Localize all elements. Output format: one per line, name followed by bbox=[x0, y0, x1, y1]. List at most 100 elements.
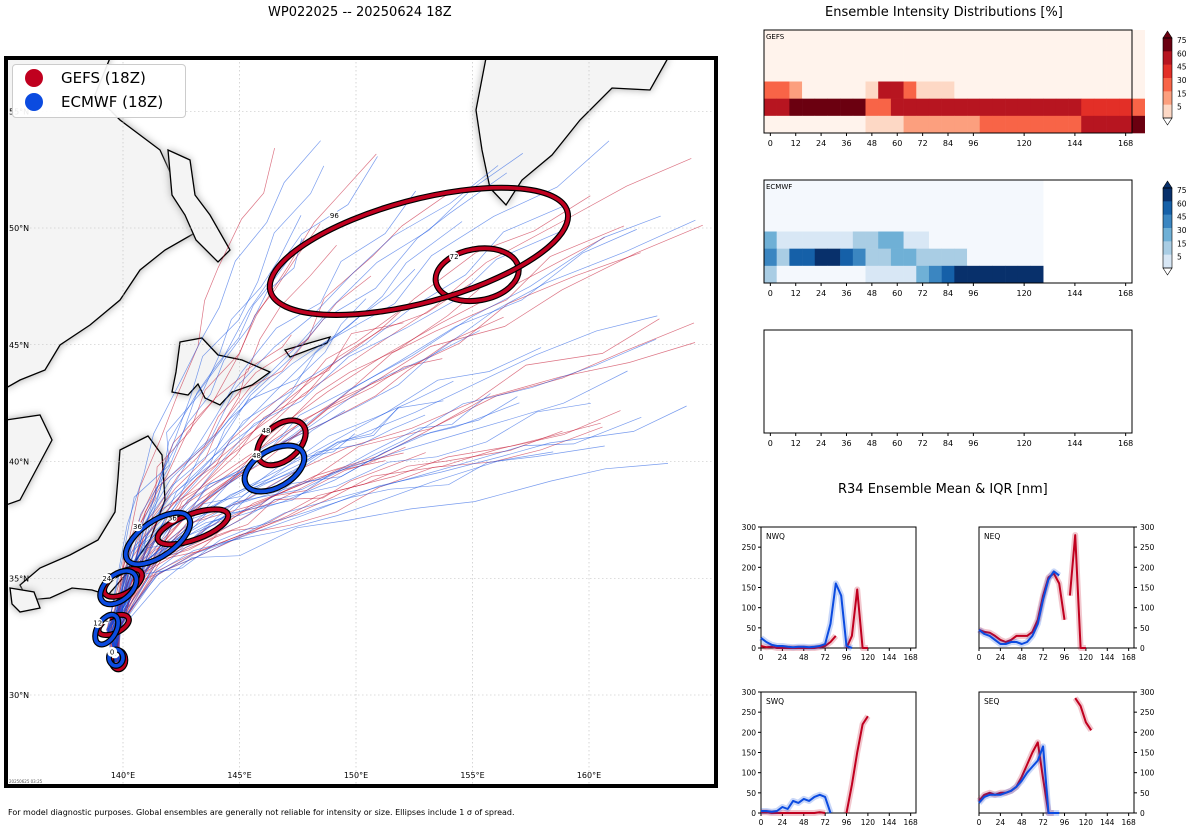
heatmap-cell bbox=[814, 30, 828, 48]
heatmap-x-label: 24 bbox=[816, 439, 826, 448]
heatmap-cell bbox=[840, 180, 854, 198]
heatmap-cell bbox=[814, 197, 828, 215]
heatmap-x-label: 24 bbox=[816, 139, 826, 148]
heatmap-cell bbox=[979, 47, 993, 65]
heatmap-cell bbox=[764, 64, 777, 82]
colorbar-tick-label: 75 bbox=[1177, 186, 1187, 195]
heatmap-cell bbox=[967, 248, 981, 267]
heatmap-cell bbox=[928, 64, 942, 82]
lon-tick-label: 145°E bbox=[227, 771, 251, 780]
ellipse-hour-label: 12 bbox=[93, 620, 102, 628]
heatmap-cell bbox=[941, 81, 955, 99]
gefs-marker-icon bbox=[25, 69, 43, 87]
heatmap-cell bbox=[852, 64, 866, 82]
colorbar-bottom-arrow bbox=[1162, 117, 1173, 126]
r34-x-label: 72 bbox=[1038, 818, 1048, 827]
heatmap-cell bbox=[954, 265, 968, 284]
heatmap-cell bbox=[789, 231, 803, 249]
heatmap-cell bbox=[865, 47, 879, 65]
heatmap-cell bbox=[890, 30, 904, 48]
heatmap-cell bbox=[852, 214, 866, 232]
ellipse-hour-label: 36 bbox=[133, 523, 142, 531]
heatmap-x-label: 24 bbox=[816, 289, 826, 298]
heatmap-cell bbox=[890, 98, 904, 117]
heatmap-cell bbox=[1017, 115, 1031, 134]
colorbar-segment bbox=[1163, 38, 1172, 52]
heatmap-x-label: 60 bbox=[892, 139, 902, 148]
heatmap-x-label: 60 bbox=[892, 439, 902, 448]
heatmap-cell bbox=[802, 115, 816, 134]
heatmap-x-label: 0 bbox=[768, 439, 773, 448]
heatmap-cell bbox=[776, 180, 790, 198]
heatmap-cell bbox=[1043, 64, 1057, 82]
heatmap-cell bbox=[928, 180, 942, 198]
heatmap-cell bbox=[1005, 197, 1019, 215]
heatmap-cell bbox=[776, 248, 790, 267]
r34-y-label: 200 bbox=[742, 728, 757, 737]
heatmap-frame bbox=[763, 329, 1133, 434]
heatmap-cell bbox=[954, 197, 968, 215]
ellipse-label-bg bbox=[92, 618, 103, 629]
r34-x-label: 0 bbox=[977, 653, 982, 662]
heatmap-cell bbox=[1017, 81, 1031, 99]
r34-panel-label: SWQ bbox=[766, 697, 784, 706]
r34-x-label: 96 bbox=[1060, 653, 1070, 662]
colorbar-tick-label: 30 bbox=[1177, 226, 1187, 235]
heatmap-x-label: 168 bbox=[1118, 289, 1133, 298]
heatmap-x-label: 96 bbox=[968, 439, 978, 448]
ellipse-label-bg bbox=[261, 425, 272, 436]
ellipse-36 bbox=[122, 509, 194, 568]
heatmap-cell bbox=[827, 115, 841, 134]
heatmap-cell bbox=[916, 214, 930, 232]
heatmap-cell bbox=[814, 64, 828, 82]
colorbar-frame bbox=[1162, 187, 1173, 269]
heatmap-cell bbox=[827, 231, 841, 249]
ellipse-hour-label: 96 bbox=[330, 212, 339, 220]
heatmap-cell bbox=[802, 64, 816, 82]
heatmap-cell bbox=[890, 214, 904, 232]
heatmap-cell bbox=[890, 248, 904, 267]
heatmap-cell bbox=[789, 64, 803, 82]
r34-x-label: 24 bbox=[778, 818, 788, 827]
r34-y-label: 200 bbox=[1140, 728, 1155, 737]
heatmap-cell bbox=[890, 180, 904, 198]
heatmap-cell bbox=[1068, 81, 1082, 99]
heatmap-cell bbox=[1068, 30, 1082, 48]
lon-tick-label: 155°E bbox=[460, 771, 484, 780]
ellipse-label-bg bbox=[101, 573, 112, 584]
heatmap-cell bbox=[865, 64, 879, 82]
colorbar-segment bbox=[1163, 201, 1172, 215]
heatmap-cell bbox=[1106, 47, 1120, 65]
r34-x-label: 0 bbox=[759, 653, 764, 662]
heatmap-cell bbox=[865, 197, 879, 215]
heatmap-cell bbox=[764, 30, 777, 48]
heatmap-cell bbox=[1081, 30, 1095, 48]
heatmap-cell bbox=[1081, 98, 1095, 117]
heatmap-cell bbox=[852, 81, 866, 99]
heatmap-cell bbox=[941, 64, 955, 82]
heatmap-cell bbox=[903, 81, 917, 99]
map-legend: GEFS (18Z) ECMWF (18Z) bbox=[12, 64, 186, 118]
r34-seq-panel: 0 50 100 150 200 250 300 0 24 48 72 96 120 144 168 SEQ bbox=[977, 688, 1155, 827]
heatmap-cell bbox=[1005, 81, 1019, 99]
heatmap-cell bbox=[878, 115, 892, 134]
heatmap-cell bbox=[992, 197, 1006, 215]
land-layer bbox=[6, 58, 669, 613]
heatmap-cell bbox=[1106, 98, 1120, 117]
ecmwf-marker-icon bbox=[25, 93, 43, 111]
heatmap-cell bbox=[802, 47, 816, 65]
r34-x-label: 120 bbox=[1079, 653, 1094, 662]
heatmap-cell bbox=[1119, 30, 1133, 48]
member-track bbox=[112, 172, 508, 663]
heatmap-cell bbox=[941, 248, 955, 267]
ellipse-label-bg bbox=[329, 210, 340, 221]
heatmap-cell bbox=[1043, 30, 1057, 48]
heatmap-cell bbox=[1017, 231, 1031, 249]
r34-x-label: 24 bbox=[996, 818, 1006, 827]
member-track bbox=[112, 445, 605, 663]
heatmap-cell bbox=[827, 81, 841, 99]
heatmap-cell bbox=[776, 231, 790, 249]
heatmap-cell bbox=[1055, 81, 1069, 99]
heatmap-x-label: 168 bbox=[1118, 139, 1133, 148]
heatmap-cell bbox=[764, 214, 777, 232]
